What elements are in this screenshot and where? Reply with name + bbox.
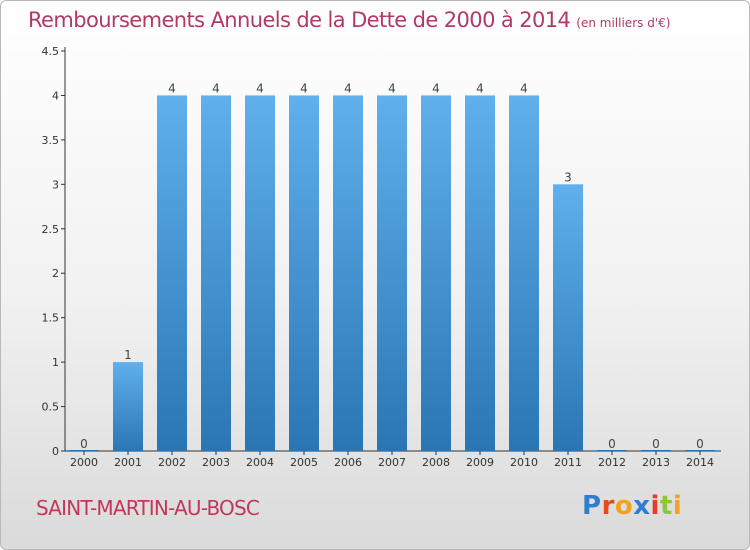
x-tick-label: 2014 [686,456,714,469]
bar [201,95,231,451]
data-label: 3 [564,170,572,184]
y-tick-label: 2.5 [42,223,60,236]
x-tick-label: 2007 [378,456,406,469]
logo-letter: x [633,491,651,521]
logo-letter: r [601,491,615,521]
commune-name: SAINT-MARTIN-AU-BOSC [36,496,260,520]
bar [333,95,363,451]
data-label: 4 [212,81,220,95]
data-label: 4 [520,81,528,95]
x-tick-label: 2004 [246,456,274,469]
data-label: 4 [432,81,440,95]
bar [685,450,715,451]
logo-letter: t [659,491,673,521]
x-tick-label: 2000 [70,456,98,469]
data-label: 0 [80,437,88,451]
y-tick-label: 1.5 [42,312,60,325]
logo-letter: o [614,491,634,521]
x-tick-label: 2002 [158,456,186,469]
y-tick-label: 2 [52,267,59,280]
bar [553,184,583,452]
proxiti-logo[interactable]: Proxiti [582,491,682,521]
x-tick-label: 2009 [466,456,494,469]
bar-series [69,95,715,452]
bar [597,450,627,451]
x-tick-label: 2013 [642,456,670,469]
data-label: 4 [388,81,396,95]
y-tick-label: 0 [52,445,59,458]
chart-title-main: Remboursements Annuels de la Dette de 20… [28,8,571,32]
y-tick-label: 3.5 [42,134,60,147]
bar [245,95,275,451]
x-tick-label: 2008 [422,456,450,469]
bar [377,95,407,451]
chart-unit-label: (en milliers d'€) [576,16,671,30]
data-label: 4 [476,81,484,95]
x-tick-label: 2010 [510,456,538,469]
bar [113,362,143,451]
logo-letter: i [672,491,683,521]
y-tick-label: 4.5 [42,45,60,58]
x-tick-label: 2005 [290,456,318,469]
bar [157,95,187,451]
data-label: 0 [696,437,704,451]
x-tick-label: 2011 [554,456,582,469]
data-label: 0 [608,437,616,451]
bar [641,450,671,451]
x-tick-label: 2001 [114,456,142,469]
data-label: 4 [344,81,352,95]
data-label: 0 [652,437,660,451]
x-tick-label: 2006 [334,456,362,469]
x-tick-label: 2012 [598,456,626,469]
bar [421,95,451,451]
y-tick-label: 0.5 [42,401,60,414]
bar [509,95,539,451]
y-tick-label: 3 [52,178,59,191]
data-label: 1 [124,348,132,362]
data-labels: 0 1 4 4 4 4 4 4 4 4 4 3 0 0 0 [80,81,704,451]
logo-letter: i [650,491,660,521]
chart-axes: 0 0.5 1 1.5 2 2.5 3 3.5 4 4.5 2000 2001 2002 2003 2004… [42,45,721,469]
bar [69,450,99,451]
chart-title: Remboursements Annuels de la Dette de 20… [28,8,670,32]
logo-letter: P [582,491,602,521]
y-tick-label: 1 [52,356,59,369]
bar [465,95,495,451]
data-label: 4 [256,81,264,95]
y-tick-label: 4 [52,89,59,102]
x-tick-label: 2003 [202,456,230,469]
data-label: 4 [168,81,176,95]
bar [289,95,319,451]
data-label: 4 [300,81,308,95]
